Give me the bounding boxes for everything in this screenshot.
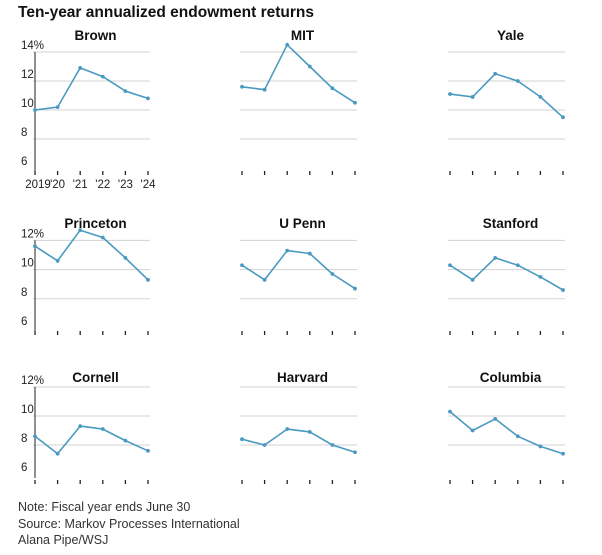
stanford-data-point [493,256,498,260]
stanford-data-point [470,277,475,282]
mit-data-point [353,100,357,105]
princeton-panel-title: Princeton [64,216,126,231]
y-tick-label: 12% [21,228,44,240]
mit-data-point [330,86,335,91]
cornell-data-point [146,448,150,453]
yale-data-point [470,95,475,99]
harvard-panel-title: Harvard [277,370,328,385]
y-tick-label: 10 [21,258,34,270]
u-penn-panel-title: U Penn [279,216,326,231]
y-tick-label: 8 [21,127,27,139]
columbia-data-point [515,434,520,439]
brown-data-point [55,105,60,109]
harvard-data-point [285,427,290,431]
brown-data-point [78,66,83,70]
columbia-data-point [538,444,543,449]
y-tick-label: 6 [21,156,27,168]
princeton-data-point [55,258,60,263]
mit-data-point [262,87,267,92]
yale-data-point [561,115,565,120]
y-tick-label: 8 [21,433,27,445]
mit-series-line [241,43,356,104]
yale-series-line [449,73,564,118]
y-tick-label: 12 [21,69,34,81]
footer-source: Source: Markov Processes International [18,516,240,531]
princeton-data-point [146,277,150,282]
u-penn-data-point [240,263,244,268]
princeton-data-point [100,235,105,240]
x-tick-label: 2019 [25,179,51,191]
harvard-series-line [241,428,356,454]
footer: Note: Fiscal year ends June 30 Source: M… [18,499,240,549]
stanford-series-line [449,257,564,291]
harvard-data-point [353,450,357,455]
yale-panel-title: Yale [497,28,525,43]
x-tick-label: '22 [95,179,110,191]
u-penn-data-point [307,251,312,256]
cornell-series-line [34,425,149,455]
u-penn-data-point [262,277,267,282]
mit-panel-title: MIT [291,28,315,43]
y-tick-label: 6 [21,462,27,474]
stanford-panel-title: Stanford [483,216,539,231]
mit-data-point [307,64,312,69]
y-tick-label: 12% [21,375,44,387]
harvard-data-point [330,443,335,447]
harvard-data-point [307,430,312,434]
stanford-data-point [515,263,520,268]
y-tick-label: 14% [21,40,44,52]
x-tick-label: '20 [50,179,65,191]
u-penn-series-line [241,249,356,290]
x-tick-label: '24 [141,179,157,191]
u-penn-data-point [353,286,357,291]
stanford-data-point [561,288,565,292]
brown-data-point [123,89,128,94]
princeton-data-point [78,228,83,233]
princeton-data-point [33,244,37,249]
princeton-series-line [34,229,149,281]
columbia-series-line [449,410,564,455]
x-tick-label: '23 [118,179,133,191]
cornell-data-point [123,438,128,443]
columbia-data-point [448,409,452,414]
y-tick-label: 10 [21,98,34,110]
u-penn-data-point [330,272,335,276]
harvard-data-point [262,443,267,447]
yale-data-point [538,95,543,99]
cornell-data-point [78,424,83,429]
footer-note: Note: Fiscal year ends June 30 [18,500,191,514]
mit-data-point [285,42,290,47]
harvard-data-point [240,437,244,442]
princeton-data-point [123,256,128,260]
y-tick-label: 6 [21,316,27,328]
brown-data-point [100,74,105,79]
yale-data-point [448,92,452,96]
y-tick-label: 8 [21,287,27,299]
brown-panel-title: Brown [75,28,117,43]
brown-series-line [34,67,149,111]
cornell-data-point [100,427,105,431]
brown-data-point [33,108,37,112]
stanford-data-point [538,275,543,279]
stanford-data-point [448,263,452,268]
mit-data-point [240,84,244,89]
brown-data-point [146,96,150,101]
x-tick-label: '21 [73,179,88,191]
cornell-panel-title: Cornell [72,370,119,385]
cornell-data-point [33,434,37,439]
columbia-data-point [493,417,498,421]
y-tick-label: 10 [21,404,34,416]
chart-title: Ten-year annualized endowment returns [18,4,314,21]
yale-data-point [515,79,520,83]
columbia-panel-title: Columbia [480,370,542,385]
columbia-data-point [470,428,475,433]
footer-credit: Alana Pipe/WSJ [18,533,109,547]
columbia-data-point [561,451,565,456]
yale-data-point [493,71,498,76]
u-penn-data-point [285,248,290,253]
cornell-data-point [55,451,60,456]
